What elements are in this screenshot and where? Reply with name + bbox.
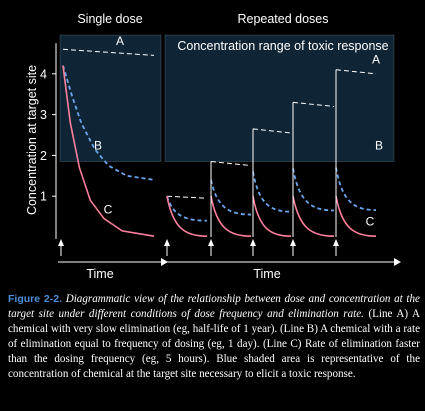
y-tick-label-4: 4 <box>40 67 47 81</box>
single-dose-line-A <box>62 48 155 56</box>
toxic-range-band-repeated <box>164 34 395 162</box>
y-tick-label-2: 2 <box>40 149 47 163</box>
y-tick-label-1: 1 <box>40 190 47 204</box>
repeated-label-B: B <box>375 138 383 152</box>
single-label-A: A <box>116 34 124 48</box>
repeated-line-B-seg-2 <box>210 179 252 216</box>
repeated-label-C: C <box>366 215 375 229</box>
repeated-label-A: A <box>372 53 380 67</box>
dose-arrow-single-head <box>58 239 64 246</box>
toxic-range-band-single <box>59 34 162 162</box>
y-tick-label-3: 3 <box>40 108 47 122</box>
repeated-line-A-seg-3 <box>252 128 292 134</box>
dose-arrow-repeated-2-head <box>208 239 214 246</box>
single-label-B: B <box>94 138 102 152</box>
repeated-line-B-seg-4 <box>292 168 335 212</box>
figure-description: (Line A) A chemical with very slow elimi… <box>8 307 420 380</box>
single-dose-line-C <box>62 65 155 237</box>
repeated-line-A-seg-4 <box>292 101 335 107</box>
dose-concentration-chart: Single dose Repeated doses Concentration… <box>25 12 401 281</box>
repeated-line-A-seg-5 <box>335 69 377 75</box>
panel-title-repeated-doses: Repeated doses <box>237 12 328 26</box>
dose-arrow-repeated-4-head <box>290 239 296 246</box>
single-dose-line-B <box>62 65 155 181</box>
repeated-line-C-seg-1 <box>166 196 208 237</box>
repeated-line-B-seg-3 <box>252 171 292 213</box>
x-axis-arrowhead-single <box>161 258 168 266</box>
repeated-line-C-seg-3 <box>252 196 292 237</box>
toxic-range-annotation: Concentration range of toxic response <box>177 39 388 53</box>
dose-arrow-repeated-1-head <box>164 239 170 246</box>
repeated-line-A-seg-2 <box>210 161 252 167</box>
y-axis-label: Concentration at target site <box>25 65 39 215</box>
repeated-line-B-seg-5 <box>335 167 377 211</box>
figure-title: Diagrammatic view of the relationship be… <box>8 293 420 320</box>
single-label-C: C <box>104 202 113 216</box>
x-axis-label-repeated: Time <box>253 267 280 281</box>
repeated-line-B-seg-1 <box>166 195 208 222</box>
repeated-line-C-seg-2 <box>210 196 252 237</box>
figure-caption: Figure 2-2. Diagrammatic view of the rel… <box>8 292 420 381</box>
panel-title-single-dose: Single dose <box>77 12 142 26</box>
repeated-line-C-seg-5 <box>335 196 377 237</box>
dose-arrow-repeated-5-head <box>333 239 339 246</box>
x-axis-label-single: Time <box>86 267 113 281</box>
figure-number: Figure 2-2. <box>8 293 62 305</box>
dose-arrow-repeated-3-head <box>250 239 256 246</box>
repeated-line-A-seg-1 <box>166 195 208 199</box>
x-axis-arrowhead-repeated <box>394 258 401 266</box>
repeated-line-C-seg-4 <box>292 196 335 237</box>
